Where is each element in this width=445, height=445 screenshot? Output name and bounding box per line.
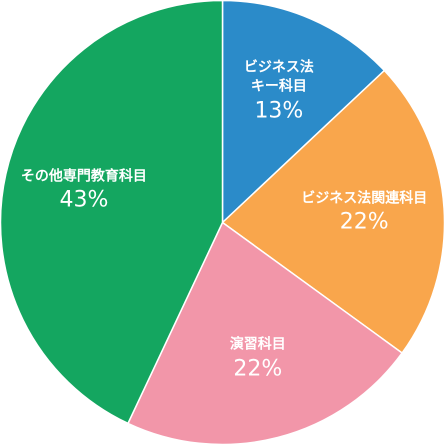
value-label: 43% (59, 188, 109, 214)
pie-slice (0, 0, 224, 425)
value-label: 13% (254, 98, 304, 124)
pie-slice (221, 69, 445, 355)
slice-label: ビジネス法関連科目 22% (284, 189, 444, 238)
category-label: その他専門教育科目 (20, 168, 147, 185)
value-label: 22% (233, 356, 283, 382)
pie-slice (221, 0, 386, 225)
slice-label: その他専門教育科目 43% (4, 167, 164, 216)
slice-label: 演習科目 22% (198, 336, 318, 385)
category-label: 演習科目 (229, 336, 286, 353)
slice-label: ビジネス法キー科目 13% (239, 58, 319, 125)
category-label: ビジネス法関連科目 (301, 190, 428, 207)
category-label: ビジネス法キー科目 (243, 59, 314, 95)
value-label: 22% (339, 210, 389, 236)
